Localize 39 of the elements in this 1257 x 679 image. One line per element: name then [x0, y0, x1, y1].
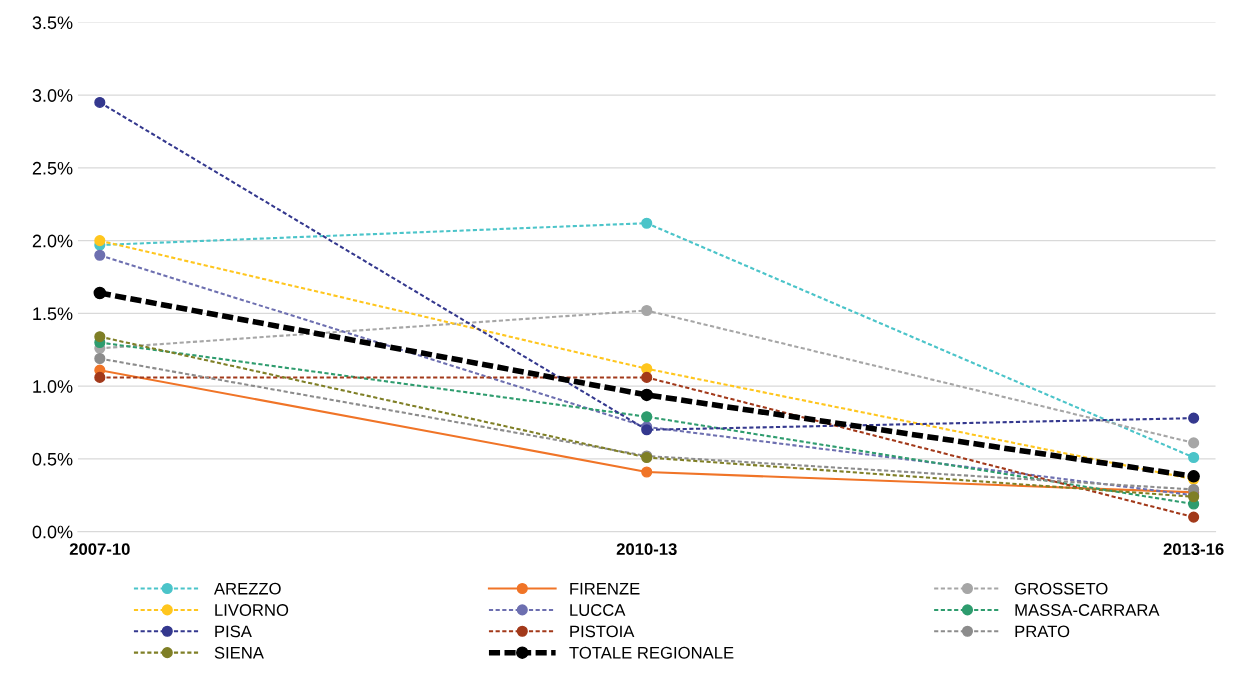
y-tick-label: 0.5%	[32, 452, 73, 466]
point	[1188, 451, 1200, 464]
y-tick-label: 2.5%	[32, 161, 73, 175]
point	[1188, 437, 1200, 449]
point	[94, 371, 106, 383]
point	[641, 304, 653, 317]
point	[94, 352, 106, 365]
legend-label: PISTOIA	[570, 625, 635, 638]
point	[1188, 412, 1200, 424]
legend-label: GROSSETO	[1014, 582, 1108, 595]
point	[94, 235, 106, 247]
y-tick-label: 2.0%	[32, 234, 73, 248]
legend-label: PRATO	[1015, 625, 1070, 638]
point	[641, 217, 653, 229]
point	[641, 371, 653, 383]
legend-label: SIENA	[214, 646, 264, 659]
point	[94, 331, 106, 343]
y-tick-label: 3.0%	[32, 89, 73, 102]
legend-label: PISA	[215, 625, 252, 638]
point	[1188, 511, 1200, 523]
legend-label: FIRENZE	[570, 582, 640, 595]
point	[93, 286, 107, 300]
x-tick-label: 2013-16	[1163, 543, 1224, 556]
legend-label: MASSA-CARRARA	[1015, 604, 1160, 616]
y-tick-label: 0.0%	[32, 525, 73, 539]
point	[94, 249, 106, 261]
legend-label: LIVORNO	[215, 604, 289, 616]
x-tick-label: 2010-13	[616, 543, 677, 556]
legend-label: TOTALE REGIONALE	[569, 646, 734, 659]
point	[641, 411, 653, 423]
point	[641, 466, 653, 478]
y-tick-label: 1.0%	[33, 380, 73, 393]
point	[640, 388, 653, 402]
y-tick-label: 3.5%	[32, 16, 73, 30]
y-tick-label: 1.5%	[33, 307, 73, 321]
point	[94, 96, 106, 108]
x-tick-label: 2007-10	[69, 543, 130, 556]
legend-label: AREZZO	[213, 582, 281, 595]
legend-label: LUCCA	[570, 604, 626, 616]
